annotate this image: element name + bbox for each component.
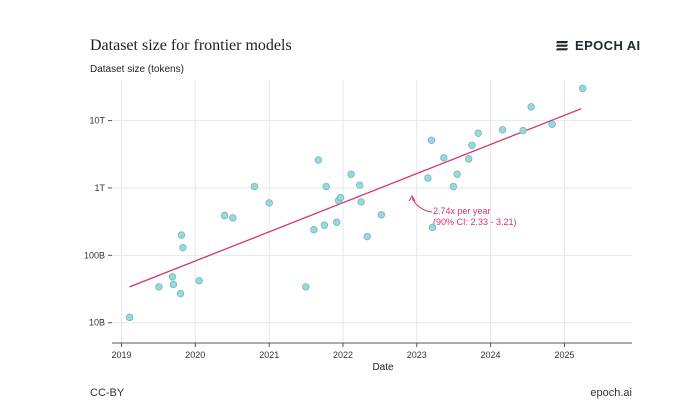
x-tick-label: 2024	[481, 350, 501, 360]
data-point	[449, 182, 458, 191]
data-point	[453, 170, 461, 178]
data-point	[336, 193, 345, 202]
data-point	[498, 126, 507, 134]
data-point	[333, 218, 341, 226]
x-tick-label: 2021	[259, 350, 279, 360]
data-point	[363, 232, 371, 241]
data-point	[310, 226, 318, 234]
epoch-logo-icon	[556, 41, 568, 51]
data-point	[176, 289, 185, 298]
annotation-arrow	[411, 197, 433, 213]
x-tick-label: 2023	[407, 350, 427, 360]
x-axis-title: Date	[372, 362, 394, 373]
data-point	[357, 198, 365, 206]
y-tick-label: 10T	[89, 116, 105, 126]
data-point	[302, 283, 310, 291]
data-point	[195, 277, 203, 285]
axes	[108, 120, 632, 347]
x-tick-label: 2025	[554, 350, 574, 360]
x-tick-label: 2022	[333, 350, 353, 360]
x-tick-label: 2020	[185, 350, 205, 360]
epoch-logo[interactable]: EPOCH AI	[556, 38, 641, 53]
data-point	[250, 182, 259, 191]
data-point	[527, 103, 535, 111]
trend-label-rate: 2.74x per year	[433, 206, 491, 216]
data-point	[179, 243, 187, 252]
data-point	[169, 280, 178, 289]
annotation-arrowhead	[408, 195, 416, 202]
data-point	[125, 313, 134, 322]
trendline-group: 2.74x per year(90% CI: 2.33 - 3.21)	[129, 108, 582, 288]
data-point	[314, 156, 323, 164]
site-link[interactable]: epoch.ai	[590, 387, 632, 399]
data-point	[377, 211, 386, 219]
data-points	[125, 84, 587, 322]
trendline	[129, 108, 582, 288]
data-point	[320, 221, 329, 229]
data-point	[440, 154, 448, 162]
data-point	[168, 273, 177, 281]
trend-label-ci: (90% CI: 2.33 - 3.21)	[433, 217, 517, 227]
data-point	[177, 231, 186, 239]
data-point	[468, 141, 476, 149]
data-point	[578, 84, 587, 93]
license-text: CC-BY	[90, 387, 125, 399]
y-tick-label: 100B	[84, 250, 105, 260]
y-axis-label: Dataset size (tokens)	[90, 64, 184, 75]
y-tick-label: 1T	[94, 183, 105, 193]
x-tick-label: 2019	[111, 350, 131, 360]
data-point	[424, 174, 432, 182]
data-point	[265, 199, 273, 207]
grid	[112, 80, 632, 343]
data-point	[322, 182, 330, 191]
y-tick-label: 10B	[89, 318, 105, 328]
data-point	[519, 126, 527, 135]
data-point	[548, 120, 556, 129]
data-point	[356, 181, 364, 189]
logo-text: EPOCH AI	[575, 38, 641, 53]
data-point	[229, 214, 237, 222]
data-point	[347, 170, 355, 178]
tick-labels: 2019 2020 2021 2022 2023 2024 2025 10B 100B 1T 10T…	[84, 116, 575, 373]
chart-title: Dataset size for frontier models	[90, 37, 292, 54]
data-point	[427, 136, 436, 144]
data-point	[428, 223, 437, 232]
data-point	[465, 155, 473, 163]
data-point	[220, 211, 229, 220]
data-point	[155, 283, 163, 291]
data-point	[474, 129, 482, 137]
